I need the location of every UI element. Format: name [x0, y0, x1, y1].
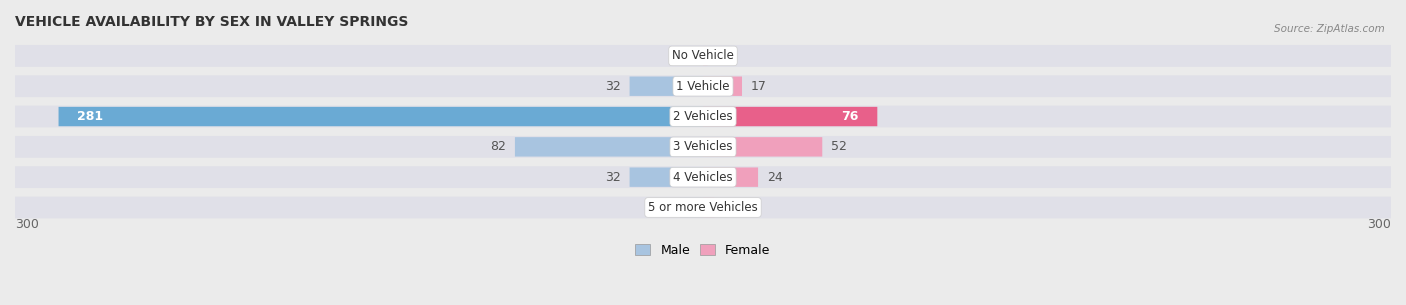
Text: 32: 32 [605, 80, 620, 93]
FancyBboxPatch shape [59, 107, 703, 126]
Text: 76: 76 [842, 110, 859, 123]
FancyBboxPatch shape [630, 167, 703, 187]
Text: 10: 10 [655, 201, 671, 214]
FancyBboxPatch shape [703, 46, 707, 66]
Text: 300: 300 [15, 218, 39, 231]
Text: 32: 32 [605, 171, 620, 184]
FancyBboxPatch shape [15, 197, 1391, 218]
FancyBboxPatch shape [15, 75, 1391, 97]
Legend: Male, Female: Male, Female [630, 239, 776, 262]
Text: 2 Vehicles: 2 Vehicles [673, 110, 733, 123]
FancyBboxPatch shape [703, 77, 742, 96]
Text: 82: 82 [489, 140, 506, 153]
FancyBboxPatch shape [15, 166, 1391, 188]
Text: 300: 300 [1367, 218, 1391, 231]
Text: 4 Vehicles: 4 Vehicles [673, 171, 733, 184]
FancyBboxPatch shape [15, 45, 1391, 67]
Text: 281: 281 [77, 110, 103, 123]
Text: 52: 52 [831, 140, 848, 153]
FancyBboxPatch shape [630, 77, 703, 96]
Text: 0: 0 [686, 49, 693, 63]
Text: 5: 5 [724, 201, 731, 214]
Text: VEHICLE AVAILABILITY BY SEX IN VALLEY SPRINGS: VEHICLE AVAILABILITY BY SEX IN VALLEY SP… [15, 15, 408, 29]
Text: No Vehicle: No Vehicle [672, 49, 734, 63]
FancyBboxPatch shape [515, 137, 703, 156]
FancyBboxPatch shape [703, 137, 823, 156]
FancyBboxPatch shape [703, 107, 877, 126]
Text: 5 or more Vehicles: 5 or more Vehicles [648, 201, 758, 214]
Text: 1 Vehicle: 1 Vehicle [676, 80, 730, 93]
FancyBboxPatch shape [15, 106, 1391, 127]
FancyBboxPatch shape [681, 198, 703, 217]
FancyBboxPatch shape [15, 136, 1391, 158]
FancyBboxPatch shape [703, 198, 714, 217]
Text: 2: 2 [717, 49, 724, 63]
Text: Source: ZipAtlas.com: Source: ZipAtlas.com [1274, 24, 1385, 34]
Text: 3 Vehicles: 3 Vehicles [673, 140, 733, 153]
FancyBboxPatch shape [703, 167, 758, 187]
Text: 17: 17 [751, 80, 768, 93]
Text: 24: 24 [768, 171, 783, 184]
